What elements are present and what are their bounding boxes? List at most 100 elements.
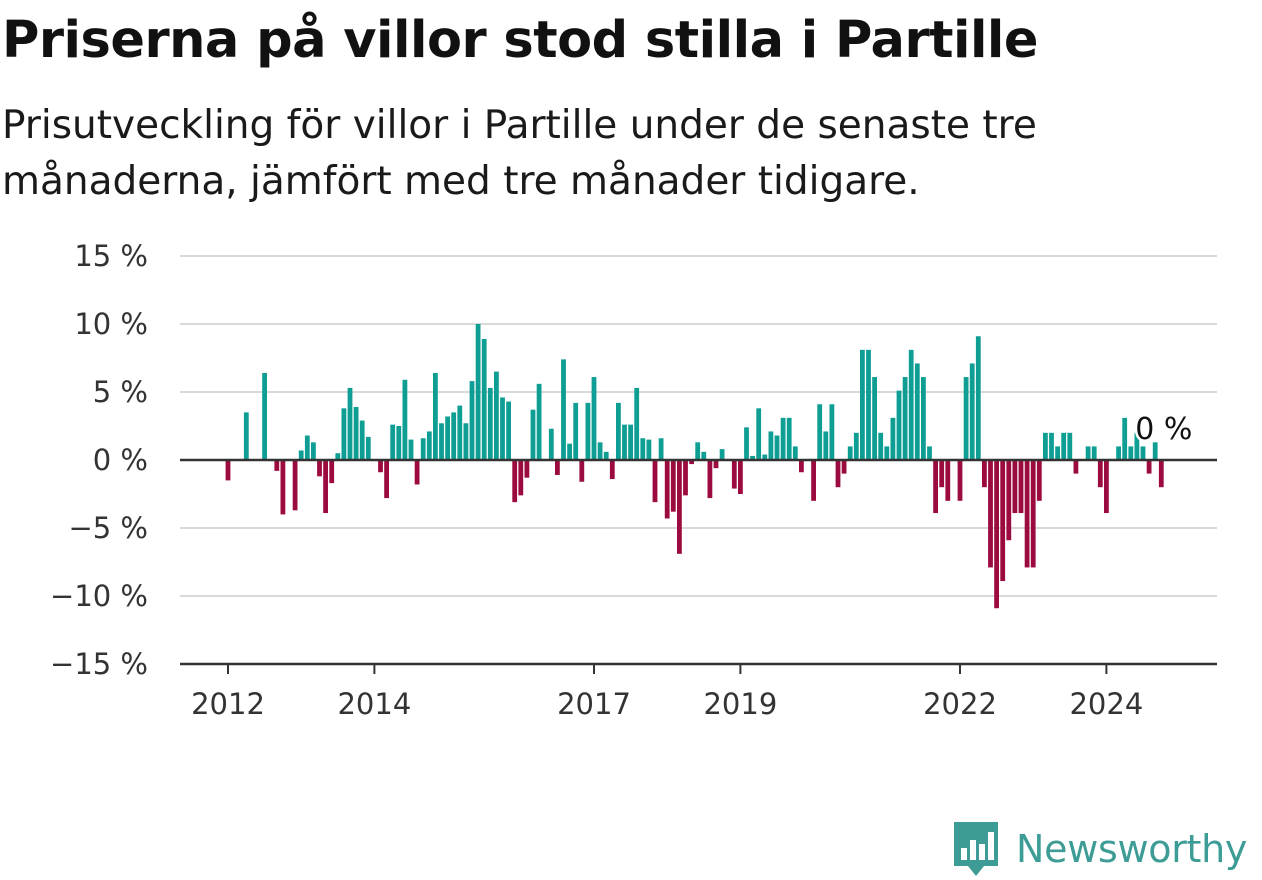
bar bbox=[555, 460, 560, 475]
bar bbox=[969, 363, 975, 460]
bar bbox=[597, 442, 603, 460]
bar bbox=[390, 424, 396, 460]
bar bbox=[1152, 442, 1158, 460]
bar bbox=[829, 404, 835, 460]
bar bbox=[914, 363, 920, 460]
bar bbox=[396, 426, 402, 460]
bar bbox=[329, 460, 335, 484]
bar-chart: 15 %10 %5 %0 %−5 %−10 %−15 % 2012 2014 201… bbox=[50, 239, 1217, 721]
bar bbox=[902, 377, 908, 460]
bar bbox=[701, 451, 707, 460]
bar bbox=[664, 460, 670, 519]
bar bbox=[280, 460, 286, 515]
brand: Newsworthy bbox=[950, 818, 1247, 880]
bar bbox=[1036, 460, 1042, 501]
bar bbox=[646, 439, 652, 460]
newsworthy-logo-icon bbox=[954, 822, 998, 876]
bar bbox=[744, 427, 749, 460]
bar bbox=[524, 460, 530, 478]
bar bbox=[262, 372, 267, 460]
x-tick-label: 2024 bbox=[1069, 687, 1143, 721]
bar bbox=[1055, 446, 1060, 460]
x-tick-label: 2019 bbox=[703, 687, 777, 721]
bar bbox=[1104, 460, 1109, 514]
bar bbox=[274, 460, 280, 471]
bar bbox=[420, 438, 426, 460]
bar bbox=[890, 417, 896, 460]
chart-subtitle: Prisutveckling för villor i Partille und… bbox=[2, 103, 1037, 204]
bar bbox=[841, 460, 847, 474]
bar bbox=[1012, 460, 1018, 514]
bar bbox=[1158, 460, 1164, 488]
axes bbox=[180, 458, 1217, 666]
bar bbox=[1043, 432, 1048, 460]
bar bbox=[536, 383, 542, 460]
bar bbox=[433, 372, 438, 460]
bar bbox=[494, 371, 499, 460]
bar bbox=[408, 439, 414, 460]
bar bbox=[1018, 460, 1024, 514]
bar bbox=[1006, 460, 1012, 541]
bar bbox=[695, 442, 701, 460]
bar bbox=[1097, 460, 1103, 488]
bar bbox=[579, 460, 585, 482]
x-tick-label: 2012 bbox=[191, 687, 265, 721]
bar bbox=[963, 377, 969, 460]
bar bbox=[1134, 432, 1140, 460]
bar bbox=[585, 402, 591, 460]
bar bbox=[512, 460, 518, 503]
bar bbox=[811, 460, 816, 501]
y-axis-ticks: 15 % 10 % 5 % 0 % −5 % −10 % −15 % bbox=[50, 239, 148, 681]
x-tick-label: 2017 bbox=[557, 687, 631, 721]
y-tick-label: −15 % bbox=[50, 647, 148, 681]
bar bbox=[750, 455, 755, 460]
bar bbox=[792, 446, 798, 460]
chart-title: Priserna på villor stod stilla i Partill… bbox=[2, 11, 1039, 70]
bar bbox=[426, 431, 432, 460]
bar bbox=[225, 460, 231, 481]
bar bbox=[341, 408, 347, 460]
x-tick-label: 2014 bbox=[337, 687, 411, 721]
bar bbox=[1128, 446, 1134, 460]
bar bbox=[445, 416, 450, 460]
bar bbox=[353, 406, 359, 460]
bar bbox=[921, 377, 926, 460]
bar bbox=[817, 404, 823, 460]
bar bbox=[451, 412, 457, 460]
bar bbox=[292, 460, 298, 511]
bar bbox=[933, 460, 938, 514]
bar bbox=[1073, 460, 1079, 474]
bar bbox=[1000, 460, 1006, 582]
bar bbox=[774, 435, 780, 460]
bar bbox=[1085, 446, 1091, 460]
bar bbox=[475, 324, 481, 460]
bar bbox=[304, 435, 310, 460]
bar bbox=[908, 349, 914, 460]
bar bbox=[896, 390, 902, 460]
bar bbox=[365, 436, 371, 460]
bar bbox=[1146, 460, 1152, 474]
bar bbox=[457, 405, 463, 460]
bar bbox=[927, 446, 932, 460]
bar bbox=[317, 460, 322, 477]
bar bbox=[335, 453, 341, 460]
y-tick-label: 15 % bbox=[74, 239, 148, 273]
bar bbox=[756, 408, 762, 460]
bar bbox=[487, 387, 493, 460]
bar bbox=[634, 387, 640, 460]
bar bbox=[860, 349, 865, 460]
bar bbox=[957, 460, 963, 501]
bar bbox=[439, 423, 444, 460]
bar bbox=[939, 460, 945, 488]
bar bbox=[591, 377, 597, 460]
bar bbox=[847, 446, 853, 460]
bar bbox=[567, 443, 572, 460]
bar bbox=[780, 417, 786, 460]
bar bbox=[298, 450, 304, 460]
bar bbox=[738, 460, 743, 494]
bar bbox=[463, 423, 469, 460]
y-tick-label: −5 % bbox=[68, 511, 148, 545]
bar bbox=[347, 387, 353, 460]
bar bbox=[1116, 446, 1121, 460]
bar bbox=[994, 460, 999, 609]
